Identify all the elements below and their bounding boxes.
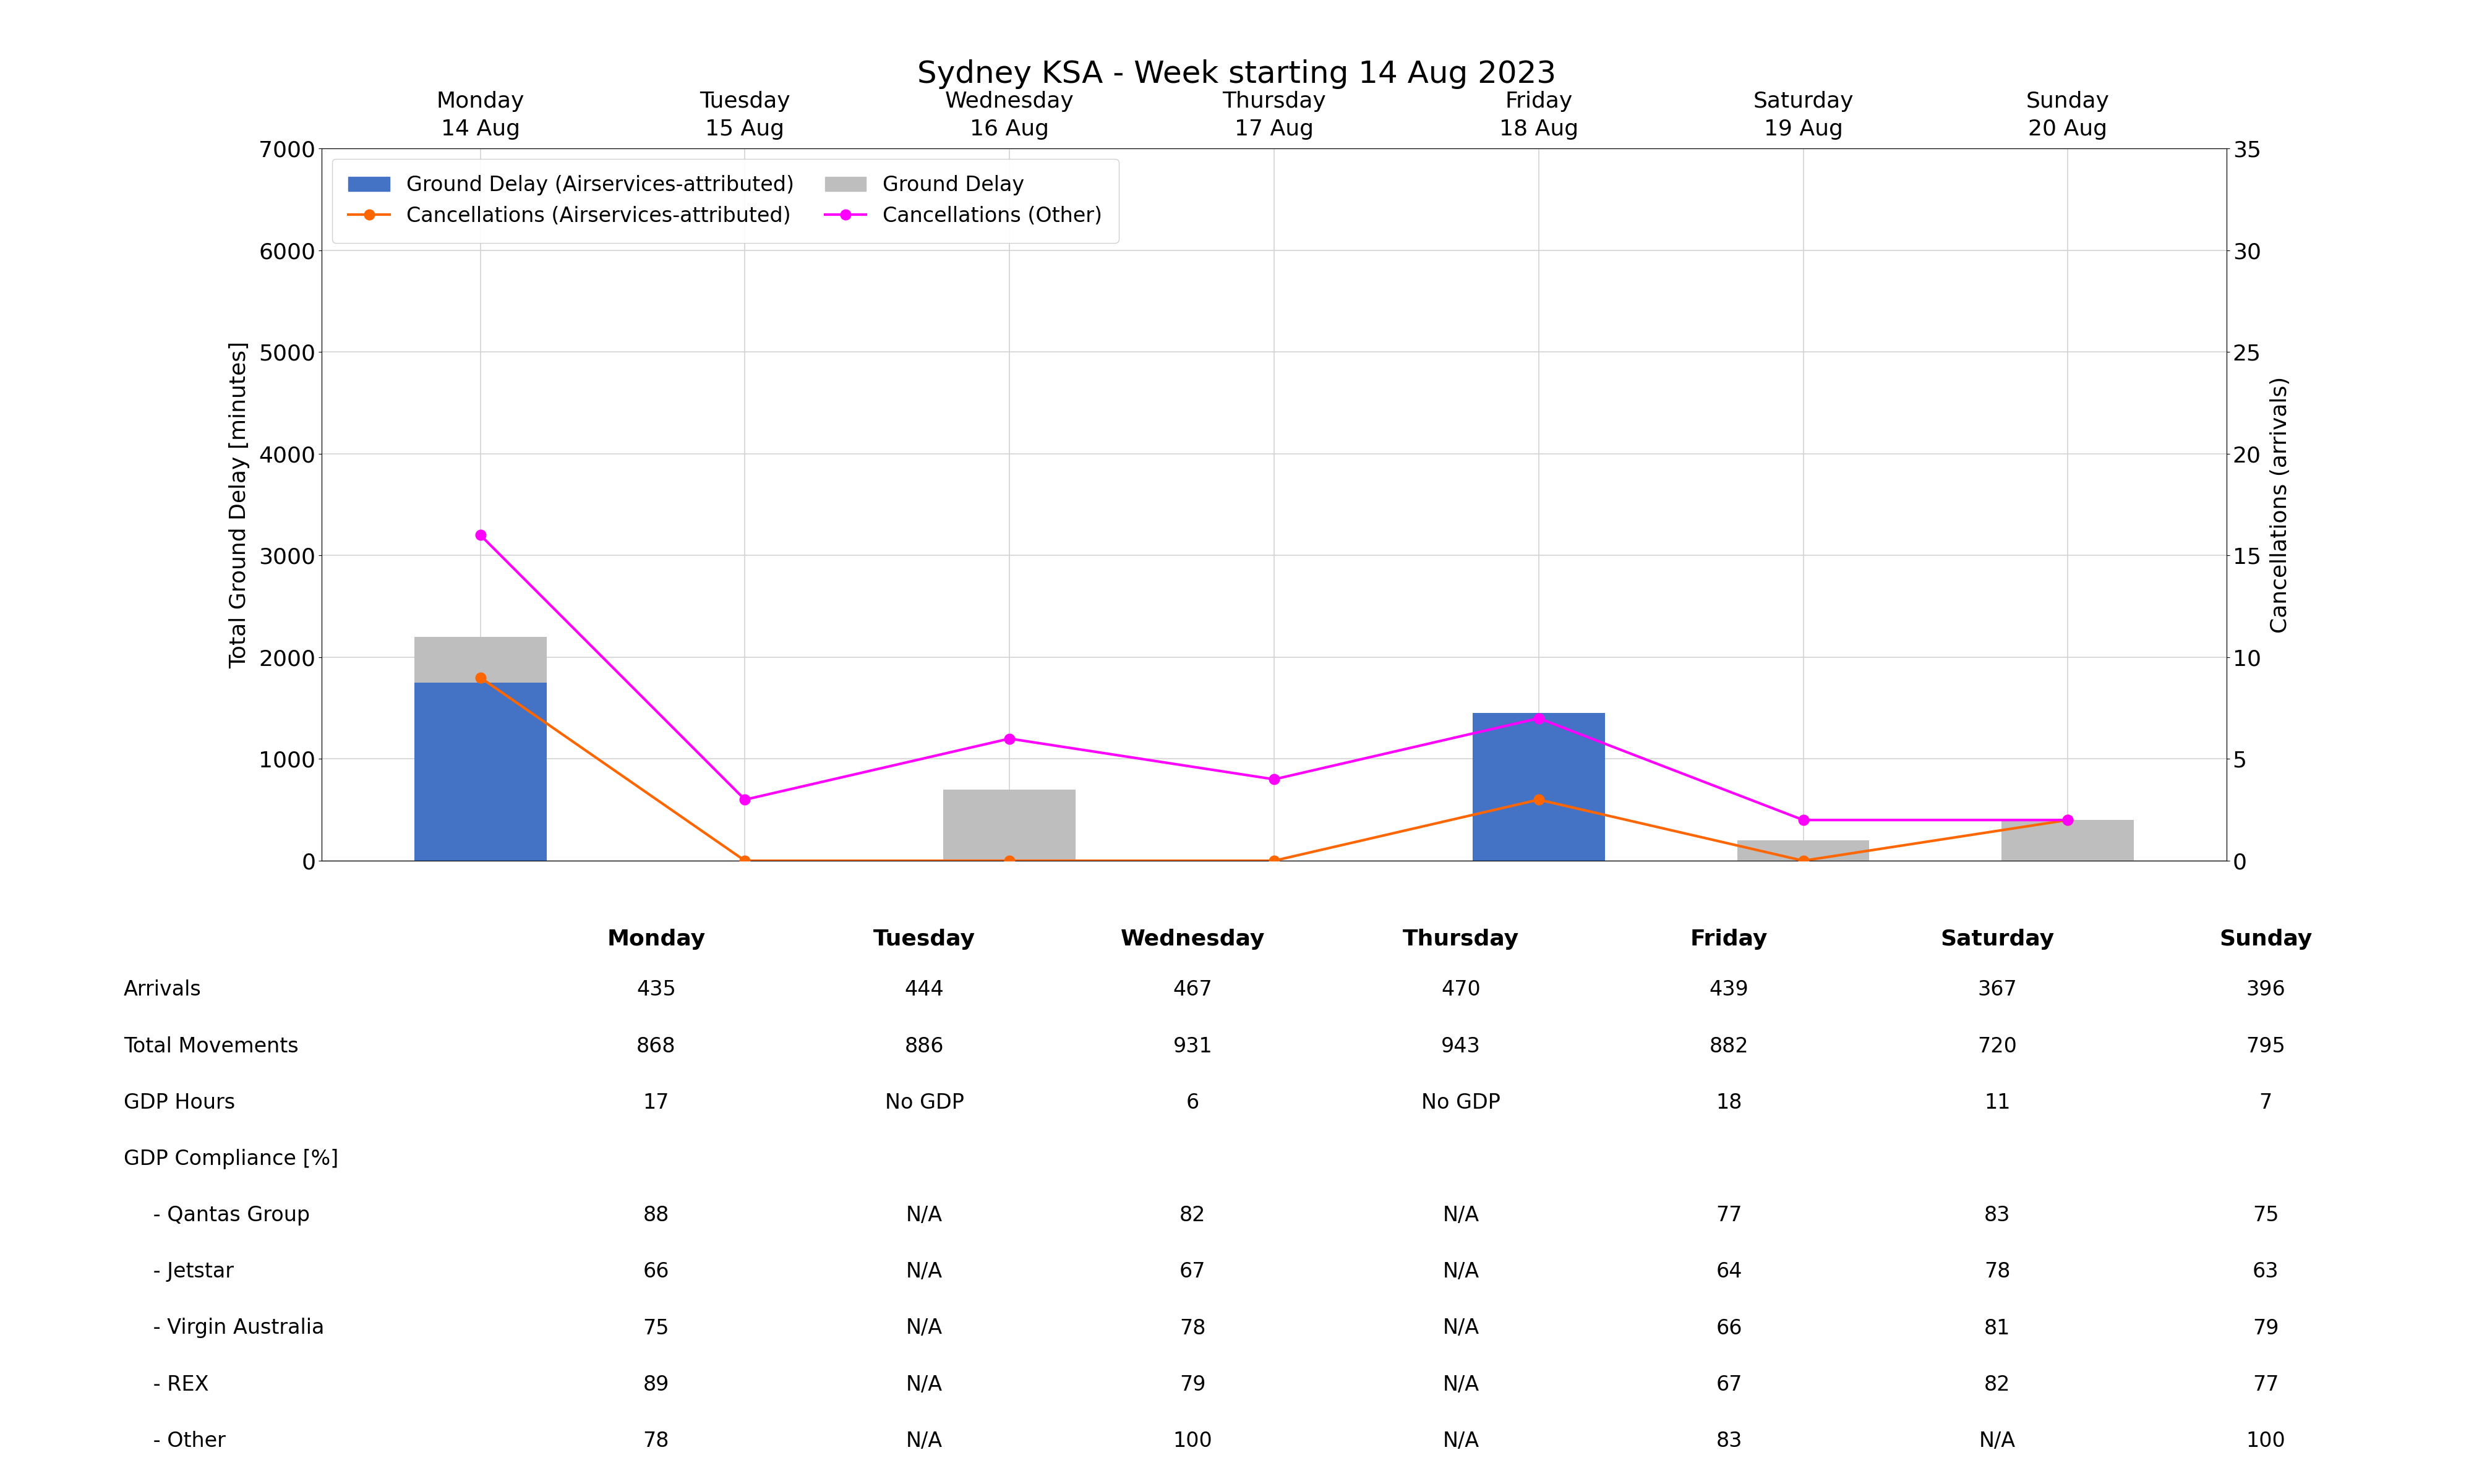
- Text: - Jetstar: - Jetstar: [146, 1261, 233, 1282]
- Text: 81: 81: [1984, 1318, 2011, 1339]
- Bar: [2001, 821, 2135, 861]
- Text: 444: 444: [905, 979, 945, 1000]
- Text: 77: 77: [2251, 1374, 2279, 1395]
- Bar: [943, 789, 1076, 861]
- Text: - REX: - REX: [146, 1374, 208, 1395]
- Text: N/A: N/A: [1442, 1205, 1479, 1226]
- Line: Cancellations (Other): Cancellations (Other): [475, 530, 2073, 825]
- Text: 467: 467: [1173, 979, 1212, 1000]
- Text: 78: 78: [643, 1431, 670, 1451]
- Y-axis label: Total Ground Delay [minutes]: Total Ground Delay [minutes]: [230, 341, 250, 668]
- Text: 7: 7: [2259, 1092, 2271, 1113]
- Text: 795: 795: [2246, 1036, 2286, 1057]
- Text: 943: 943: [1442, 1036, 1479, 1057]
- Cancellations (Airservices-attributed): [730, 852, 760, 870]
- Text: 868: 868: [636, 1036, 675, 1057]
- Text: Saturday: Saturday: [1940, 929, 2053, 950]
- Text: 89: 89: [643, 1374, 670, 1395]
- Cancellations (Airservices-attributed): [465, 669, 495, 687]
- Text: 11: 11: [1984, 1092, 2011, 1113]
- Text: 75: 75: [643, 1318, 670, 1339]
- Text: N/A: N/A: [1979, 1431, 2016, 1451]
- Text: N/A: N/A: [905, 1374, 943, 1395]
- Text: N/A: N/A: [905, 1261, 943, 1282]
- Text: 79: 79: [1180, 1374, 1205, 1395]
- Bar: [1472, 714, 1606, 861]
- Text: 6: 6: [1185, 1092, 1200, 1113]
- Text: N/A: N/A: [1442, 1261, 1479, 1282]
- Text: 67: 67: [1180, 1261, 1205, 1282]
- Text: 64: 64: [1717, 1261, 1742, 1282]
- Text: 439: 439: [1710, 979, 1749, 1000]
- Text: 931: 931: [1173, 1036, 1212, 1057]
- Cancellations (Other): [730, 791, 760, 809]
- Text: Sunday: Sunday: [2219, 929, 2313, 950]
- Text: 886: 886: [905, 1036, 945, 1057]
- Text: 100: 100: [2246, 1431, 2286, 1451]
- Text: Sydney KSA - Week starting 14 Aug 2023: Sydney KSA - Week starting 14 Aug 2023: [918, 59, 1556, 89]
- Y-axis label: Cancellations (arrivals): Cancellations (arrivals): [2269, 375, 2291, 634]
- Cancellations (Other): [2053, 812, 2083, 830]
- Text: N/A: N/A: [905, 1431, 943, 1451]
- Cancellations (Airservices-attributed): [995, 852, 1024, 870]
- Text: 77: 77: [1717, 1205, 1742, 1226]
- Text: No GDP: No GDP: [1423, 1092, 1499, 1113]
- Text: Monday: Monday: [606, 929, 705, 950]
- Cancellations (Other): [1259, 770, 1289, 788]
- Cancellations (Airservices-attributed): [1259, 852, 1289, 870]
- Text: - Qantas Group: - Qantas Group: [146, 1205, 309, 1226]
- Text: 63: 63: [2251, 1261, 2279, 1282]
- Bar: [413, 637, 547, 861]
- Text: 720: 720: [1977, 1036, 2016, 1057]
- Text: 367: 367: [1977, 979, 2016, 1000]
- Text: - Virgin Australia: - Virgin Australia: [146, 1318, 324, 1339]
- Text: 470: 470: [1442, 979, 1479, 1000]
- Text: 396: 396: [2246, 979, 2286, 1000]
- Text: N/A: N/A: [1442, 1318, 1479, 1339]
- Text: Total Movements: Total Movements: [124, 1036, 299, 1057]
- Text: Friday: Friday: [1690, 929, 1769, 950]
- Text: Arrivals: Arrivals: [124, 979, 200, 1000]
- Line: Cancellations (Airservices-attributed): Cancellations (Airservices-attributed): [475, 672, 2073, 865]
- Bar: [413, 683, 547, 861]
- Bar: [1472, 714, 1606, 861]
- Text: 18: 18: [1717, 1092, 1742, 1113]
- Text: 100: 100: [1173, 1431, 1212, 1451]
- Cancellations (Other): [995, 730, 1024, 748]
- Text: 83: 83: [1717, 1431, 1742, 1451]
- Bar: [1737, 840, 1870, 861]
- Cancellations (Airservices-attributed): [1789, 852, 1818, 870]
- Text: 82: 82: [1984, 1374, 2011, 1395]
- Text: N/A: N/A: [905, 1318, 943, 1339]
- Text: 88: 88: [643, 1205, 668, 1226]
- Text: Wednesday: Wednesday: [1121, 929, 1264, 950]
- Text: GDP Hours: GDP Hours: [124, 1092, 235, 1113]
- Cancellations (Other): [1524, 709, 1554, 727]
- Text: Thursday: Thursday: [1403, 929, 1519, 950]
- Text: 882: 882: [1710, 1036, 1749, 1057]
- Text: N/A: N/A: [1442, 1431, 1479, 1451]
- Legend: Ground Delay (Airservices-attributed), Cancellations (Airservices-attributed), G: Ground Delay (Airservices-attributed), C…: [332, 159, 1118, 243]
- Text: 66: 66: [1717, 1318, 1742, 1339]
- Text: GDP Compliance [%]: GDP Compliance [%]: [124, 1149, 339, 1169]
- Text: 83: 83: [1984, 1205, 2011, 1226]
- Text: 75: 75: [2251, 1205, 2279, 1226]
- Text: 67: 67: [1717, 1374, 1742, 1395]
- Text: N/A: N/A: [905, 1205, 943, 1226]
- Text: 66: 66: [643, 1261, 670, 1282]
- Cancellations (Other): [1789, 812, 1818, 830]
- Text: 435: 435: [636, 979, 675, 1000]
- Cancellations (Airservices-attributed): [2053, 812, 2083, 830]
- Text: 82: 82: [1180, 1205, 1205, 1226]
- Cancellations (Airservices-attributed): [1524, 791, 1554, 809]
- Text: No GDP: No GDP: [886, 1092, 965, 1113]
- Text: 79: 79: [2251, 1318, 2279, 1339]
- Text: N/A: N/A: [1442, 1374, 1479, 1395]
- Text: 78: 78: [1984, 1261, 2011, 1282]
- Text: Tuesday: Tuesday: [873, 929, 975, 950]
- Text: 17: 17: [643, 1092, 670, 1113]
- Cancellations (Other): [465, 527, 495, 545]
- Text: - Other: - Other: [146, 1431, 225, 1451]
- Text: 78: 78: [1180, 1318, 1205, 1339]
